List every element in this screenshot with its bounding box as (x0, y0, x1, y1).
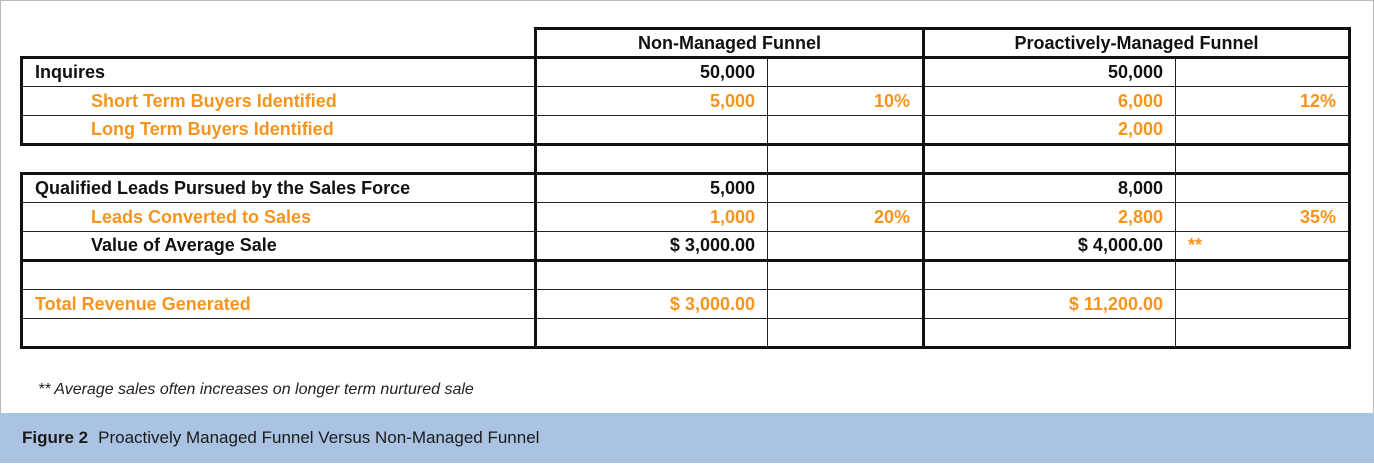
pm-value: $ 11,200.00 (923, 289, 1176, 319)
pm-value: 8,000 (923, 172, 1176, 203)
nm-percent (767, 289, 925, 319)
footnote: ** Average sales often increases on long… (38, 381, 474, 398)
table-row: Qualified Leads Pursued by the Sales For… (20, 172, 1351, 203)
table-header-row: Non-Managed Funnel Proactively-Managed F… (22, 27, 1351, 58)
nm-percent (767, 231, 925, 262)
table-row: Long Term Buyers Identified 2,000 (20, 115, 1351, 146)
figure-caption: Figure 2 Proactively Managed Funnel Vers… (0, 413, 1374, 463)
nm-percent (767, 115, 925, 146)
table-row: Inquires 50,000 50,000 (20, 56, 1351, 87)
pm-percent (1175, 115, 1351, 146)
bottom-margin (0, 463, 1374, 473)
pm-value: 2,000 (923, 115, 1176, 146)
pm-percent: 35% (1175, 202, 1351, 232)
nm-percent (767, 56, 925, 87)
row-label-short-term: Short Term Buyers Identified (20, 86, 536, 116)
nm-value: 5,000 (534, 172, 768, 203)
header-non-managed: Non-Managed Funnel (534, 27, 925, 58)
pm-percent (1175, 56, 1351, 87)
nm-value: 50,000 (534, 56, 768, 87)
nm-percent: 10% (767, 86, 925, 116)
row-label-long-term: Long Term Buyers Identified (20, 115, 536, 146)
nm-value: 5,000 (534, 86, 768, 116)
pm-value: 6,000 (923, 86, 1176, 116)
pm-value: $ 4,000.00 (923, 231, 1176, 262)
pm-percent (1175, 172, 1351, 203)
row-label-average-sale: Value of Average Sale (20, 231, 536, 262)
row-label-total-revenue: Total Revenue Generated (20, 289, 536, 319)
table-row: Leads Converted to Sales 1,000 20% 2,800… (20, 202, 1351, 232)
nm-percent (767, 172, 925, 203)
figure-label: Figure 2 (22, 428, 89, 447)
pm-footnote-marker: ** (1175, 231, 1351, 262)
nm-value: 1,000 (534, 202, 768, 232)
row-label-inquires: Inquires (20, 56, 536, 87)
spacer-row (22, 144, 1351, 174)
pm-value: 50,000 (923, 56, 1176, 87)
row-label-leads-converted: Leads Converted to Sales (20, 202, 536, 232)
row-label-qualified-leads: Qualified Leads Pursued by the Sales For… (20, 172, 536, 203)
nm-value (534, 115, 768, 146)
table-row: Total Revenue Generated $ 3,000.00 $ 11,… (20, 289, 1351, 319)
nm-value: $ 3,000.00 (534, 289, 768, 319)
spacer-row (20, 318, 1351, 349)
funnel-comparison-table: Non-Managed Funnel Proactively-Managed F… (20, 27, 1351, 349)
figure-caption-text: Proactively Managed Funnel Versus Non-Ma… (98, 428, 540, 447)
nm-percent: 20% (767, 202, 925, 232)
pm-value: 2,800 (923, 202, 1176, 232)
header-proactively-managed: Proactively-Managed Funnel (922, 27, 1351, 58)
table-row: Value of Average Sale $ 3,000.00 $ 4,000… (20, 231, 1351, 262)
nm-value: $ 3,000.00 (534, 231, 768, 262)
table-row: Short Term Buyers Identified 5,000 10% 6… (20, 86, 1351, 116)
pm-percent (1175, 289, 1351, 319)
spacer-row (20, 260, 1351, 290)
pm-percent: 12% (1175, 86, 1351, 116)
